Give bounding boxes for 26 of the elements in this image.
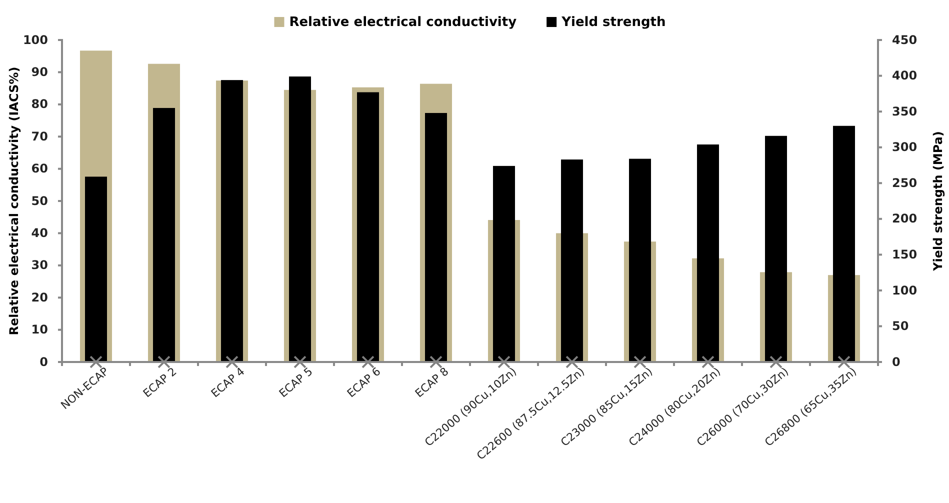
y-tick-label: 50 xyxy=(31,194,48,208)
y-tick-label: 100 xyxy=(22,32,48,47)
y-tick-label: 60 xyxy=(31,162,48,176)
y2-tick-label: 0 xyxy=(892,354,900,369)
y2-tick-label: 350 xyxy=(892,104,918,118)
y-axis-title: Relative electrical conductivity (IACS%) xyxy=(7,66,21,336)
y2-tick-label: 150 xyxy=(892,248,918,262)
y2-tick-label: 450 xyxy=(892,32,918,47)
y2-tick-label: 100 xyxy=(892,283,918,298)
y2-tick-label: 200 xyxy=(892,212,918,226)
y-tick-label: 30 xyxy=(31,258,48,272)
y-tick-label: 10 xyxy=(31,322,48,337)
y2-tick-label: 300 xyxy=(892,140,918,154)
y2-axis-title: Yield strength (MPa) xyxy=(931,131,945,272)
legend-label: Yield strength xyxy=(560,15,666,30)
y-tick-label: 90 xyxy=(31,65,48,80)
y-tick-label: 40 xyxy=(31,226,48,240)
y2-tick-label: 400 xyxy=(892,68,918,83)
y-tick-label: 80 xyxy=(31,97,48,112)
y-tick-label: 0 xyxy=(40,354,48,369)
y2-tick-label: 250 xyxy=(892,176,918,190)
bar xyxy=(85,176,107,362)
legend-label: Relative electrical conductivity xyxy=(289,15,518,30)
y-tick-label: 20 xyxy=(31,290,48,304)
y2-tick-label: 50 xyxy=(892,319,909,334)
y-tick-label: 70 xyxy=(31,129,48,144)
